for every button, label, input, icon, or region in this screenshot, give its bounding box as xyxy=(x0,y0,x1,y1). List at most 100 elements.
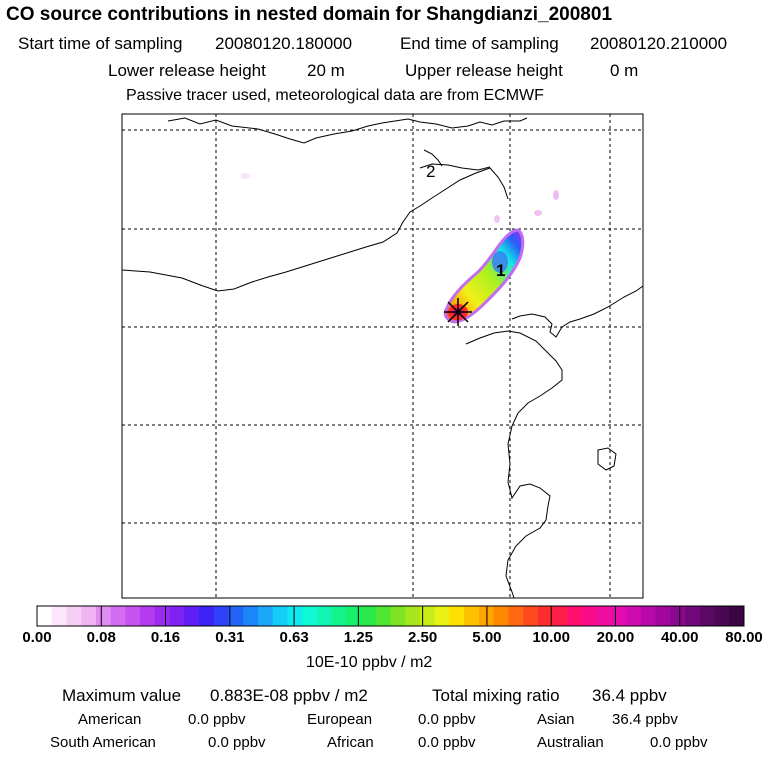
region-australian-value: 0.0 ppbv xyxy=(650,734,708,751)
colorbar-cell xyxy=(699,606,716,626)
colorbar-cell xyxy=(243,606,259,626)
colorbar-cell xyxy=(375,606,391,626)
colorbar-cell xyxy=(331,606,347,626)
colorbar-cell xyxy=(611,606,627,626)
colorbar-cells xyxy=(37,606,745,626)
coastlines xyxy=(121,117,644,599)
colorbar-cell xyxy=(670,606,686,626)
map-gridlines xyxy=(122,114,643,598)
colorbar-cell xyxy=(110,606,126,626)
colorbar-tick-label: 20.00 xyxy=(596,629,635,646)
region-asian-label: Asian xyxy=(537,711,575,728)
colorbar-tick-label: 0.00 xyxy=(22,629,52,646)
colorbar-frame xyxy=(36,605,745,627)
colorbar-cell xyxy=(228,606,244,626)
colorbar-cell xyxy=(581,606,598,626)
colorbar-cell xyxy=(199,606,215,626)
colorbar-tick-label: 10.00 xyxy=(532,629,570,646)
colorbar-cell xyxy=(640,606,657,626)
region-australian-label: Australian xyxy=(537,734,604,751)
colorbar-cell xyxy=(405,606,421,626)
max-value: 0.883E-08 ppbv / m2 xyxy=(210,686,368,705)
plume-patch xyxy=(534,210,542,216)
colorbar-cell xyxy=(125,606,141,626)
colorbar-unit: 10E-10 ppbv / m2 xyxy=(306,654,433,671)
colorbar-cell xyxy=(596,606,612,626)
colorbar-cell xyxy=(37,606,53,626)
colorbar-cell xyxy=(302,606,318,626)
total-mixing-label: Total mixing ratio xyxy=(432,686,560,705)
start-time-label: Start time of sampling xyxy=(18,34,183,53)
colorbar-cell xyxy=(390,606,406,626)
upper-release-value: 0 m xyxy=(610,61,639,80)
colorbar-cell xyxy=(184,606,200,626)
region-south-american-value: 0.0 ppbv xyxy=(208,734,266,751)
end-time-label: End time of sampling xyxy=(400,34,559,53)
colorbar-cell xyxy=(257,606,274,626)
colorbar-cell xyxy=(464,606,480,626)
start-time-value: 20080120.180000 xyxy=(215,34,353,53)
colorbar-cell xyxy=(419,606,436,626)
colorbar-tick-label: 2.50 xyxy=(408,629,438,646)
colorbar-cell xyxy=(287,606,303,626)
region-asian-value: 36.4 ppbv xyxy=(612,711,678,728)
colorbar-cell xyxy=(316,606,333,626)
colorbar-cell xyxy=(81,606,97,626)
colorbar-cell xyxy=(655,606,671,626)
plume-blue-core xyxy=(492,251,508,273)
colorbar-cell xyxy=(51,606,67,626)
colorbar-cell xyxy=(434,606,450,626)
lower-release-label: Lower release height xyxy=(108,61,266,80)
plume-patch xyxy=(494,215,500,223)
colorbar-cell xyxy=(154,606,171,626)
map-label-1: 1 xyxy=(496,261,505,280)
colorbar-cell xyxy=(272,606,288,626)
colorbar-cell xyxy=(567,606,583,626)
colorbar-cell xyxy=(95,606,112,626)
colorbar-cell xyxy=(169,606,185,626)
region-african-label: African xyxy=(327,734,374,751)
region-african-value: 0.0 ppbv xyxy=(418,734,476,751)
colorbar-cell xyxy=(493,606,509,626)
colorbar-cell xyxy=(523,606,539,626)
colorbar-cell xyxy=(685,606,701,626)
upper-release-label: Upper release height xyxy=(405,61,563,80)
page-title: CO source contributions in nested domain… xyxy=(6,4,613,25)
colorbar-tick-label: 0.31 xyxy=(215,629,245,646)
colorbar-tick-label: 0.08 xyxy=(86,629,116,646)
colorbar-cell xyxy=(537,606,554,626)
colorbar-cell xyxy=(508,606,524,626)
region-south-american-label: South American xyxy=(50,734,156,751)
colorbar-dividers xyxy=(100,606,681,626)
end-time-value: 20080120.210000 xyxy=(590,34,728,53)
colorbar-cell xyxy=(140,606,156,626)
colorbar-cell xyxy=(552,606,568,626)
colorbar-cell xyxy=(729,606,745,626)
region-american-label: American xyxy=(78,711,142,728)
colorbar-tick-label: 80.00 xyxy=(725,629,763,646)
colorbar-cell xyxy=(361,606,377,626)
colorbar-cell xyxy=(449,606,465,626)
colorbar-cell xyxy=(346,606,362,626)
max-value-label: Maximum value xyxy=(62,686,182,705)
plume-patch xyxy=(553,190,559,200)
lower-release-value: 20 m xyxy=(307,61,345,80)
colorbar-tick-label: 40.00 xyxy=(660,629,699,646)
colorbar-tick-label: 0.63 xyxy=(279,629,309,646)
region-european-label: European xyxy=(307,711,373,728)
colorbar-cell xyxy=(213,606,229,626)
colorbar-tick-label: 0.16 xyxy=(150,629,181,646)
tracer-note: Passive tracer used, meteorological data… xyxy=(126,87,544,104)
map-label-2: 2 xyxy=(426,162,435,181)
colorbar-cell xyxy=(626,606,642,626)
total-mixing-value: 36.4 ppbv xyxy=(592,686,667,705)
region-european-value: 0.0 ppbv xyxy=(418,711,476,728)
colorbar-tick-label: 1.25 xyxy=(343,629,373,646)
region-american-value: 0.0 ppbv xyxy=(188,711,246,728)
colorbar-tick-label: 5.00 xyxy=(472,629,502,646)
plume-patch xyxy=(240,173,250,179)
colorbar-cell xyxy=(714,606,730,626)
colorbar-cell xyxy=(66,606,82,626)
